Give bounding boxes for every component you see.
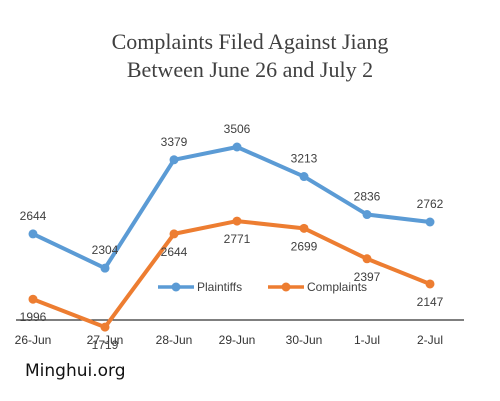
data-label-plaintiffs: 2836 — [354, 190, 381, 204]
data-point-plaintiffs — [425, 217, 435, 227]
legend-swatch-marker — [171, 282, 181, 292]
data-label-complaints: 2771 — [224, 232, 251, 246]
data-point-plaintiffs — [362, 210, 372, 220]
data-point-complaints — [299, 223, 309, 233]
watermark-text: Minghui.org — [25, 361, 126, 381]
x-tick-label: 30-Jun — [286, 333, 323, 347]
data-point-complaints — [169, 229, 179, 239]
data-label-complaints: 1719 — [92, 338, 119, 352]
chart-title-line-2: Between June 26 and July 2 — [126, 57, 374, 82]
x-tick-label: 28-Jun — [156, 333, 193, 347]
chart-title-line-1: Complaints Filed Against Jiang — [111, 29, 389, 54]
data-label-plaintiffs: 3379 — [161, 135, 188, 149]
x-tick-label: 1-Jul — [354, 333, 380, 347]
legend-label: Complaints — [307, 280, 367, 294]
data-point-complaints — [232, 216, 242, 226]
x-tick-label: 26-Jun — [15, 333, 52, 347]
data-label-complaints: 2699 — [291, 239, 318, 253]
legend-swatch-marker — [281, 282, 291, 292]
data-point-complaints — [425, 279, 435, 289]
data-label-plaintiffs: 3213 — [291, 152, 318, 166]
data-point-complaints — [28, 294, 38, 304]
data-label-plaintiffs: 3506 — [224, 122, 251, 136]
data-label-plaintiffs: 2762 — [417, 197, 444, 211]
x-tick-label: 2-Jul — [417, 333, 443, 347]
data-label-complaints: 2397 — [354, 270, 381, 284]
data-label-plaintiffs: 2644 — [20, 209, 47, 223]
data-point-plaintiffs — [299, 172, 309, 182]
data-point-plaintiffs — [100, 263, 110, 273]
x-tick-label: 27-Jun — [87, 333, 124, 347]
x-tick-label: 29-Jun — [219, 333, 256, 347]
data-label-complaints: 1996 — [20, 310, 47, 324]
data-point-complaints — [100, 322, 110, 332]
data-point-plaintiffs — [169, 155, 179, 165]
legend-label: Plaintiffs — [197, 280, 242, 294]
data-point-plaintiffs — [28, 229, 38, 239]
data-label-plaintiffs: 2304 — [92, 243, 119, 257]
data-label-complaints: 2147 — [417, 295, 444, 309]
data-point-complaints — [362, 254, 372, 264]
data-point-plaintiffs — [232, 142, 242, 152]
data-label-complaints: 2644 — [161, 245, 188, 259]
